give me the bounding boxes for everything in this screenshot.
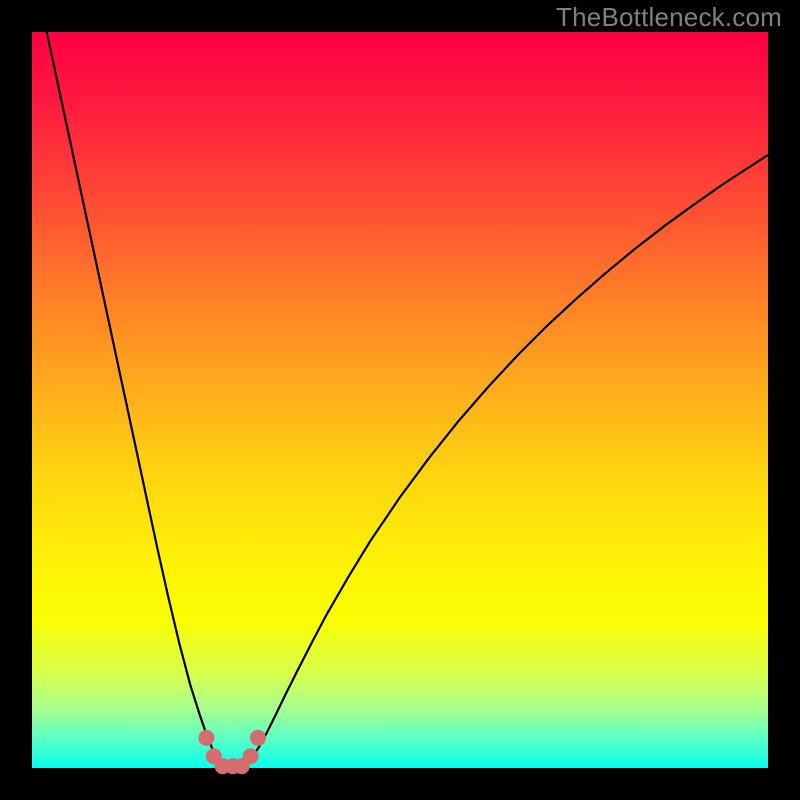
marker-dot — [250, 730, 266, 746]
marker-dot — [198, 730, 214, 746]
watermark-text: TheBottleneck.com — [556, 2, 782, 33]
plot-background — [32, 32, 768, 768]
chart-canvas — [0, 0, 800, 800]
marker-dot — [243, 748, 259, 764]
